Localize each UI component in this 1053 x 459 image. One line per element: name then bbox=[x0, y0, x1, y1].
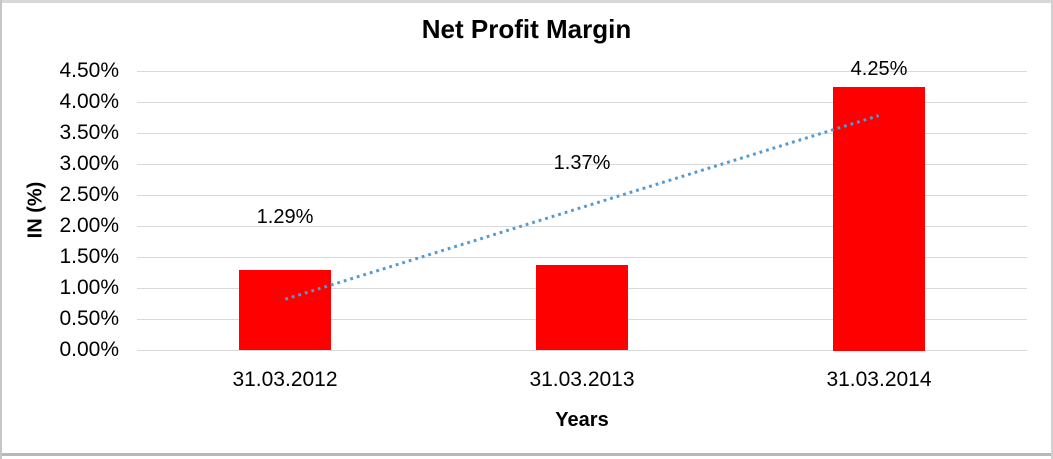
chart-title: Net Profit Margin bbox=[421, 14, 632, 44]
bar-value-label: 1.29% bbox=[256, 206, 314, 228]
y-axis-tick-label: 2.00% bbox=[59, 214, 119, 237]
gridline bbox=[137, 164, 1027, 165]
trendline bbox=[284, 114, 880, 301]
x-axis-category-label: 31.03.2013 bbox=[529, 368, 635, 391]
frame-border-right bbox=[1051, 0, 1053, 459]
gridline bbox=[137, 133, 1027, 134]
x-axis-title: Years bbox=[555, 409, 609, 431]
bar-value-label: 1.37% bbox=[553, 152, 611, 174]
y-axis-tick-label: 4.50% bbox=[59, 59, 119, 82]
bar-31.03.2013 bbox=[536, 265, 628, 350]
bar-31.03.2014 bbox=[833, 87, 925, 351]
frame-border-left bbox=[0, 0, 2, 459]
bar-31.03.2012 bbox=[239, 270, 331, 350]
y-axis-tick-label: 4.00% bbox=[59, 90, 119, 113]
x-axis-category-label: 31.03.2012 bbox=[232, 368, 338, 391]
gridline bbox=[137, 71, 1027, 72]
frame-border-bottom bbox=[0, 453, 1053, 456]
gridline bbox=[137, 102, 1027, 103]
y-axis-tick-label: 3.00% bbox=[59, 152, 119, 175]
y-axis-tick-label: 2.50% bbox=[59, 183, 119, 206]
y-axis-tick-label: 0.00% bbox=[59, 338, 119, 361]
bar-value-label: 4.25% bbox=[850, 58, 908, 80]
y-axis-tick-label: 0.50% bbox=[59, 307, 119, 330]
gridline bbox=[137, 257, 1027, 258]
y-axis-tick-label: 1.50% bbox=[59, 245, 119, 268]
x-axis-category-label: 31.03.2014 bbox=[826, 368, 932, 391]
gridline bbox=[137, 226, 1027, 227]
y-axis-tick-label: 3.50% bbox=[59, 121, 119, 144]
y-axis-tick-label: 1.00% bbox=[59, 276, 119, 299]
frame-border-top bbox=[0, 0, 1053, 3]
gridline bbox=[137, 350, 1027, 351]
gridline bbox=[137, 195, 1027, 196]
